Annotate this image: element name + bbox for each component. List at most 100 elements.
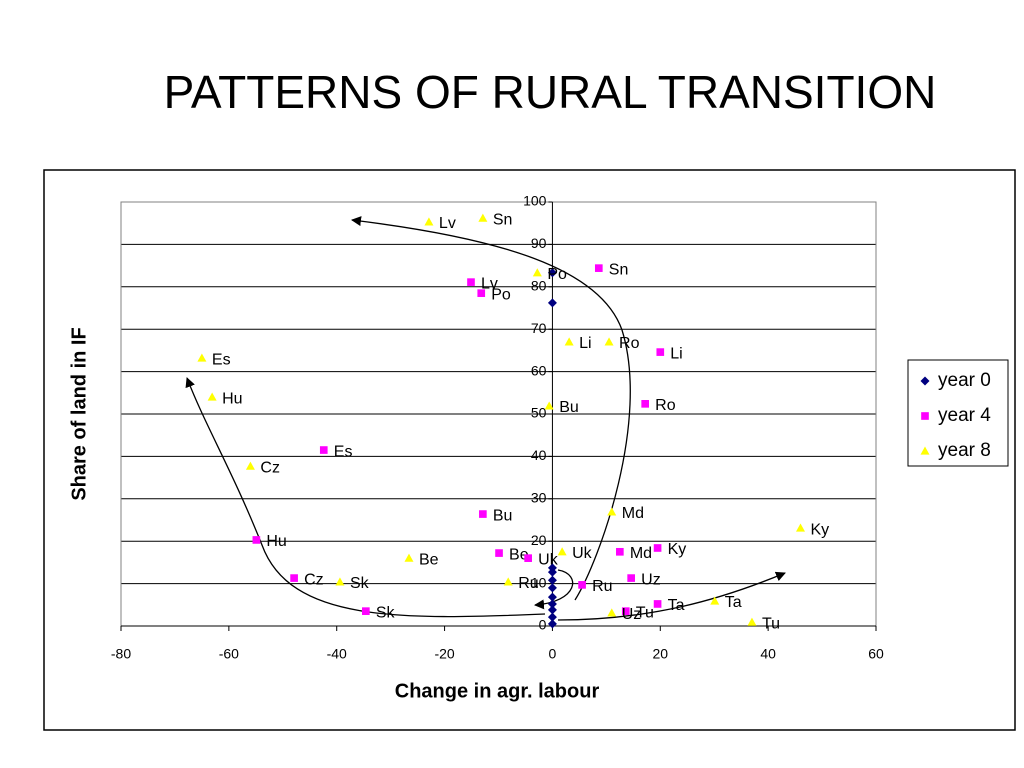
point xyxy=(616,547,624,556)
point-label: Uz xyxy=(641,571,661,588)
point xyxy=(653,600,662,608)
legend: year 0 year 4 year 8 xyxy=(920,370,991,461)
legend-label: year 0 xyxy=(938,370,991,391)
x-axis-label: Change in agr. labour xyxy=(395,680,600,702)
point-label: Ky xyxy=(668,541,687,558)
point xyxy=(920,446,930,455)
legend-label: year 4 xyxy=(938,405,991,426)
point-label: Ky xyxy=(811,521,830,538)
point xyxy=(547,592,557,602)
x-tick-label: -20 xyxy=(434,646,454,662)
point-label: Po xyxy=(491,286,511,303)
point-label: Be xyxy=(509,546,529,563)
y-tick-label: 0 xyxy=(539,617,547,633)
point-label: Ru xyxy=(592,578,612,595)
x-tick-label: 60 xyxy=(868,646,884,662)
x-tick-label: 20 xyxy=(652,646,668,662)
point xyxy=(921,412,929,420)
y-tick-label: 60 xyxy=(531,362,547,378)
point xyxy=(578,581,586,589)
point-label: Ta xyxy=(725,594,742,611)
point-label: Hu xyxy=(266,533,286,550)
point-label: Es xyxy=(212,351,231,368)
point xyxy=(621,607,630,615)
legend-label: year 8 xyxy=(938,440,991,461)
x-tick-label: -80 xyxy=(111,646,131,662)
chart-frame xyxy=(43,169,1016,731)
y-tick-label: 40 xyxy=(531,447,547,463)
y-tick-label: 30 xyxy=(531,490,547,506)
y-tick-label: 20 xyxy=(531,532,547,548)
point xyxy=(627,574,635,582)
point-label: Uk xyxy=(538,551,559,568)
point-label: Bu xyxy=(559,399,579,416)
point-label: Sn xyxy=(609,261,629,278)
x-tick-label: -40 xyxy=(327,646,347,662)
point-label: Li xyxy=(579,335,591,352)
point xyxy=(245,461,255,470)
point xyxy=(467,278,475,286)
point xyxy=(604,337,614,346)
y-tick-label: 10 xyxy=(531,574,547,590)
point xyxy=(197,353,207,362)
point-label: Lv xyxy=(439,215,456,232)
point xyxy=(594,264,603,272)
point xyxy=(607,608,617,617)
point xyxy=(710,596,720,605)
point xyxy=(641,399,650,408)
point xyxy=(547,575,557,585)
point-label: Ro xyxy=(619,335,640,352)
point-label: Uk xyxy=(572,545,593,562)
point xyxy=(747,617,757,626)
point xyxy=(547,619,557,629)
point xyxy=(532,268,542,277)
y-tick-label: 100 xyxy=(523,193,547,209)
point-label: Ro xyxy=(655,397,676,414)
point xyxy=(207,392,217,401)
point-label: Po xyxy=(547,266,567,283)
point xyxy=(656,348,665,356)
point xyxy=(319,446,328,454)
axes: 0 10 20 30 40 50 60 70 80 90 100 -80 -60 -40 -20 0 20 40 6… xyxy=(111,193,884,662)
point xyxy=(503,577,513,586)
arrow xyxy=(185,377,546,618)
point xyxy=(362,607,370,615)
point xyxy=(920,376,930,386)
y-tick-label: 50 xyxy=(531,405,547,421)
point-label: Tu xyxy=(762,615,780,632)
point-label: Li xyxy=(670,345,682,362)
point xyxy=(478,213,488,222)
point xyxy=(547,298,557,308)
y-tick-label: 70 xyxy=(531,320,547,336)
point-label: Md xyxy=(630,545,652,562)
point-label: Cz xyxy=(260,459,280,476)
y-tick-label: 80 xyxy=(531,278,547,294)
arrows xyxy=(185,216,786,621)
point xyxy=(547,599,557,609)
point xyxy=(547,605,557,615)
point xyxy=(424,217,434,226)
point xyxy=(547,268,557,278)
point xyxy=(544,401,554,410)
point-label: Bu xyxy=(493,507,513,524)
point-label: Cz xyxy=(304,571,324,588)
point-label: Tu xyxy=(636,604,654,621)
arrow xyxy=(351,216,631,601)
y-axis-label: Share of land in IF xyxy=(68,327,90,500)
x-tick-label: 40 xyxy=(760,646,776,662)
point-label: Sk xyxy=(376,604,396,621)
point xyxy=(495,549,503,557)
point xyxy=(547,583,557,593)
point xyxy=(335,577,345,586)
point xyxy=(252,536,261,544)
point xyxy=(404,553,414,562)
point xyxy=(479,510,487,518)
x-tick-label: 0 xyxy=(549,646,557,662)
x-tick-label: -60 xyxy=(219,646,239,662)
point-label: Lv xyxy=(481,275,498,292)
arrow xyxy=(557,571,786,621)
y-tick-label: 90 xyxy=(531,235,547,251)
